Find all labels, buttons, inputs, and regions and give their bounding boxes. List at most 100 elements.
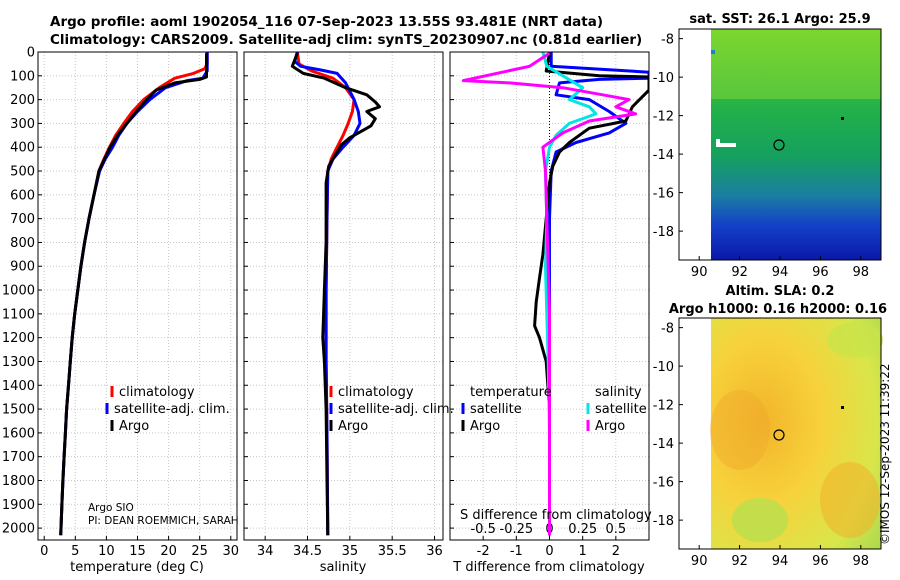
legend-label-argo: Argo [119, 419, 149, 434]
plot-frame [449, 51, 650, 541]
temperature-panel: 0100200300400500600700800900100011001200… [2, 46, 239, 560]
x-tick-label: 30 [223, 544, 240, 559]
y-tick-label: 0 [27, 46, 35, 61]
y-tick-label: 1000 [2, 284, 35, 299]
series-line-argo [290, 52, 381, 536]
sst-profile-marker [773, 139, 785, 151]
difference-temperature-legend: temperature satellite Argo [461, 385, 552, 434]
map-y-tick-label: -14 [653, 437, 674, 452]
temperature-legend: climatology satellite-adj. clim. Argo [105, 385, 230, 434]
series-line-salinity-argo [461, 52, 638, 536]
plot-frame [243, 51, 444, 541]
legend-label-satellite: satellite-adj. clim. [114, 402, 230, 417]
map-y-tick-label: -16 [653, 187, 674, 202]
x-tick-label: 20 [160, 544, 177, 559]
y-tick-label: 1500 [2, 403, 35, 418]
top-x-tick-label: 0.5 [605, 522, 626, 537]
map-x-tick-label: 94 [772, 265, 789, 280]
top-x-tick-label: -0.5 [470, 522, 495, 537]
sst-map-axes: 90 92 94 96 98 -8 -10 -12 -14 -16 -18 [653, 33, 869, 280]
y-tick-label: 1600 [2, 426, 35, 441]
sal-legend-label-argo: Argo [338, 419, 368, 434]
y-tick-label: 100 [10, 69, 35, 84]
map-x-tick-label: 96 [812, 265, 829, 280]
x-tick-label: 0 [40, 544, 48, 559]
y-tick-label: 1100 [2, 307, 35, 322]
y-tick-label: 1800 [2, 474, 35, 489]
series-group [59, 52, 209, 536]
temperature-xlabel: temperature (deg C) [70, 560, 204, 575]
diff-legend-label-s-satellite: satellite [595, 402, 647, 417]
series-line-argo [59, 53, 208, 536]
x-tick-label: 34.5 [293, 544, 322, 559]
x-tick-label: -1 [510, 544, 523, 559]
imos-timestamp: ©IMOS 12-Sep-2023 11:39:22 [878, 363, 892, 545]
series-line-satellite-adj-clim- [293, 52, 362, 536]
sal-legend-label-climatology: climatology [338, 385, 414, 400]
sal-legend-label-satellite: satellite-adj. clim. [338, 402, 454, 417]
x-tick-label: 10 [98, 544, 115, 559]
map-y-tick-label: -10 [653, 71, 674, 86]
diff-legend-label-t-satellite: satellite [470, 402, 522, 417]
series-line-temperature-argo [533, 52, 649, 536]
map-y-tick-label: -12 [653, 399, 674, 414]
y-tick-label: 700 [10, 212, 35, 227]
y-tick-label: 800 [10, 236, 35, 251]
argo-institution: Argo SIO [88, 502, 134, 514]
map-y-tick-label: -16 [653, 476, 674, 491]
y-tick-label: 1400 [2, 379, 35, 394]
map-x-tick-label: 92 [731, 265, 748, 280]
x-tick-label: -2 [477, 544, 490, 559]
diff-legend-title-temperature: temperature [470, 385, 552, 400]
x-tick-label: 2 [612, 544, 620, 559]
map-x-tick-label: 98 [853, 554, 870, 569]
x-tick-label: 15 [129, 544, 146, 559]
diff-legend-title-salinity: salinity [595, 385, 642, 400]
difference-top-xlabel: S difference from climatology [460, 508, 652, 523]
y-tick-label: 900 [10, 260, 35, 275]
y-tick-label: 600 [10, 188, 35, 203]
series-line-salinity-satellite [541, 52, 598, 536]
title-line-1: Argo profile: aoml 1902054_116 07-Sep-20… [50, 14, 604, 30]
map-y-tick-label: -8 [661, 322, 674, 337]
y-tick-label: 1700 [2, 450, 35, 465]
y-tick-label: 200 [10, 93, 35, 108]
map-x-tick-label: 94 [772, 554, 789, 569]
sla-profile-marker [773, 429, 785, 441]
y-tick-label: 1200 [2, 331, 35, 346]
y-tick-label: 500 [10, 165, 35, 180]
salinity-panel: 34 34.5 35 35.5 36 [243, 51, 444, 559]
map-y-tick-label: -10 [653, 360, 674, 375]
sst-map [678, 28, 882, 261]
x-tick-label: 0 [545, 544, 553, 559]
x-tick-label: 35.5 [378, 544, 407, 559]
x-tick-label: 5 [71, 544, 79, 559]
y-tick-label: 1900 [2, 498, 35, 513]
legend-label-climatology: climatology [119, 385, 195, 400]
sst-map-title: sat. SST: 26.1 Argo: 25.9 [689, 12, 870, 27]
sla-map-axes: 90 92 94 96 98 -8 -10 -12 -14 -16 -18 [653, 322, 869, 569]
argo-pi: PI: DEAN ROEMMICH, SARAH [88, 515, 239, 527]
y-tick-label: 300 [10, 117, 35, 132]
salinity-legend: climatology satellite-adj. clim. Argo [329, 385, 454, 434]
map-x-tick-label: 98 [853, 265, 870, 280]
title-line-2: Climatology: CARS2009. Satellite-adj cli… [50, 32, 643, 48]
map-y-tick-label: -14 [653, 148, 674, 163]
y-tick-label: 2000 [2, 522, 35, 537]
diff-legend-label-s-argo: Argo [595, 419, 625, 434]
map-y-tick-label: -8 [661, 33, 674, 48]
diff-legend-label-t-argo: Argo [470, 419, 500, 434]
series-group [290, 52, 381, 536]
plot-frame [37, 51, 238, 541]
x-tick-label: 1 [579, 544, 587, 559]
map-x-tick-label: 90 [691, 265, 708, 280]
x-tick-label: 34 [257, 544, 274, 559]
map-y-tick-label: -18 [653, 225, 674, 240]
map-x-tick-label: 90 [691, 554, 708, 569]
sla-map-subtitle: Argo h1000: 0.16 h2000: 0.16 [669, 302, 887, 317]
y-tick-label: 1300 [2, 355, 35, 370]
x-tick-label: 35 [342, 544, 359, 559]
sla-map [678, 317, 883, 550]
y-tick-label: 400 [10, 141, 35, 156]
